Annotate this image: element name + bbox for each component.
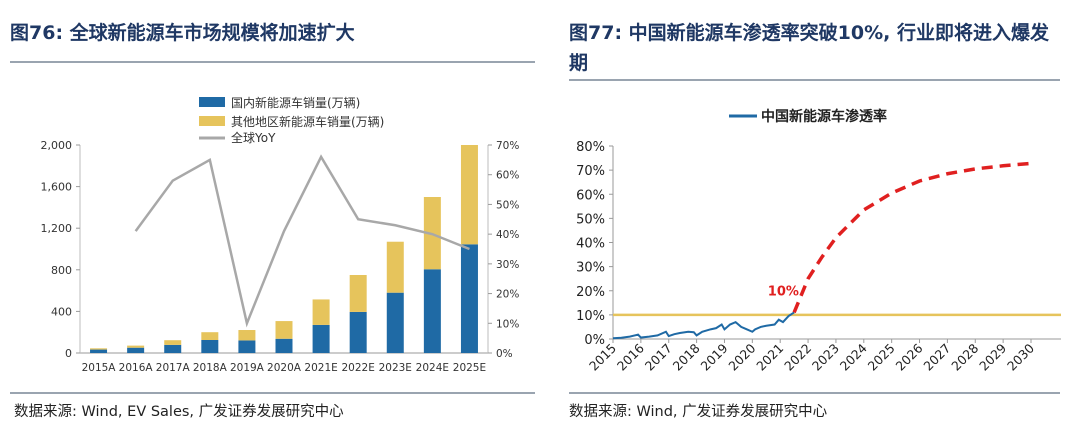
bar-other-2016A (127, 345, 145, 348)
x-tick-label-2015A: 2015A (82, 362, 117, 374)
x-tick-label-2023E: 2023E (379, 362, 412, 374)
bar-other-2017A (164, 340, 182, 345)
left-source-divider (10, 392, 535, 394)
annotation-10pct: 10% (768, 285, 799, 300)
x-tick-label-2025: 2025 (865, 341, 898, 374)
right-data-source: 数据来源: Wind, 广发证券发展研究中心 (569, 404, 828, 420)
bar-domestic-2016A (127, 347, 145, 353)
x-tick-label-2020: 2020 (725, 340, 758, 373)
bar-domestic-2024E (423, 269, 441, 353)
right-y-tick-label: 50% (496, 199, 519, 211)
x-tick-label-2016A: 2016A (119, 362, 154, 374)
x-tick-label-2025E: 2025E (453, 362, 486, 374)
bar-other-2015A (90, 348, 108, 350)
x-tick-label-2028: 2028 (948, 340, 981, 373)
right-y-tick-label: 10% (496, 318, 519, 330)
y-tick-label: 0% (584, 333, 605, 348)
x-tick-label-2027: 2027 (920, 341, 953, 374)
x-tick-label-2030: 2030 (1004, 340, 1037, 373)
left-y-tick-label: 1,200 (41, 222, 73, 235)
series-line-global-yoy (134, 154, 470, 328)
y-tick-label: 20% (576, 285, 605, 300)
right-source-divider (569, 392, 1060, 394)
legend-label-yoy: 全球YoY (231, 130, 276, 145)
left-y-tick-label: 0 (65, 347, 72, 360)
right-figure-panel: 图77: 中国新能源车渗透率突破10%, 行业即将进入爆发期 0% 10% 20% 3… (551, 0, 1080, 433)
x-tick-label-2022: 2022 (781, 341, 814, 374)
x-tick-label-2021E: 2021E (304, 362, 337, 374)
bar-domestic-2023E (386, 292, 404, 353)
right-title-divider (569, 79, 1060, 81)
left-y-tick-label: 800 (51, 264, 72, 277)
left-data-source: 数据来源: Wind, EV Sales, 广发证券发展研究中心 (14, 404, 344, 420)
left-y-tick-label: 400 (51, 305, 72, 318)
bar-other-2023E (386, 241, 404, 293)
right-y-tick-label: 20% (496, 289, 519, 301)
bar-domestic-2015A (90, 349, 108, 353)
right-y-tick-label: 0% (496, 348, 513, 360)
y-tick-label: 70% (576, 164, 605, 179)
bar-domestic-2020A (275, 338, 293, 353)
bar-domestic-2018A (201, 340, 219, 353)
bar-domestic-2019A (238, 340, 256, 353)
x-tick-label-2021: 2021 (753, 341, 786, 374)
right-y-tick-label: 70% (496, 140, 519, 152)
x-tick-label-2029: 2029 (976, 340, 1009, 373)
bar-other-2020A (275, 321, 293, 339)
bar-other-2018A (201, 332, 219, 340)
left-title-divider (10, 61, 535, 63)
bar-other-2025E (460, 145, 478, 245)
right-figure-title: 图77: 中国新能源车渗透率突破10%, 行业即将进入爆发期 (569, 22, 1049, 74)
china-ev-penetration-chart: 0%10%20%30%40%50%60%70%80%20152016201720… (576, 108, 1061, 374)
x-tick-label-2022E: 2022E (342, 362, 375, 374)
x-tick-label-2019A: 2019A (230, 362, 265, 374)
x-tick-label-2017: 2017 (642, 341, 675, 374)
bar-other-2021E (312, 299, 330, 325)
legend-swatch-domestic (199, 97, 225, 107)
series-line-actual-penetration (612, 311, 795, 340)
global-ev-sales-chart: 0 400 800 1,200 1,600 2,000 0% 10% 20% 30% 40% 50% 6… (41, 95, 520, 374)
x-tick-label-2026: 2026 (893, 340, 926, 373)
y-tick-label: 60% (576, 188, 605, 203)
left-y-tick-label: 1,600 (41, 181, 73, 194)
right-y-tick-label: 40% (496, 229, 519, 241)
x-tick-label-2018A: 2018A (193, 362, 228, 374)
left-figure-panel: 图76: 全球新能源车市场规模将加速扩大 0 400 800 1,200 1,600 2,… (0, 0, 535, 433)
x-tick-label-2023: 2023 (809, 341, 842, 374)
x-tick-label-2019: 2019 (697, 340, 730, 373)
bar-domestic-2021E (312, 324, 330, 353)
y-tick-label: 30% (576, 261, 605, 276)
legend-label-penetration: 中国新能源车渗透率 (761, 108, 887, 125)
right-y-tick-label: 60% (496, 170, 519, 182)
legend-label-other: 其他地区新能源车销量(万辆) (231, 114, 384, 129)
x-tick-label-2024: 2024 (837, 340, 870, 373)
x-tick-label-2020A: 2020A (267, 362, 302, 374)
right-y-tick-label: 30% (496, 259, 519, 271)
bar-other-2022E (349, 275, 367, 312)
bar-domestic-2017A (164, 344, 182, 353)
x-tick-label-2018: 2018 (670, 340, 703, 373)
y-tick-label: 40% (576, 237, 605, 252)
bar-domestic-2025E (460, 244, 478, 353)
left-y-tick-label: 2,000 (41, 139, 73, 152)
series-line-forecast-penetration (792, 161, 1032, 314)
x-tick-label-2024E: 2024E (416, 362, 449, 374)
y-tick-label: 80% (576, 140, 605, 155)
legend-label-domestic: 国内新能源车销量(万辆) (231, 95, 360, 110)
bar-other-2019A (238, 330, 256, 341)
legend-swatch-other (199, 116, 225, 126)
y-tick-label: 50% (576, 212, 605, 227)
y-tick-label: 10% (576, 309, 605, 324)
x-tick-label-2016: 2016 (614, 340, 647, 373)
x-tick-label-2017A: 2017A (156, 362, 191, 374)
left-figure-title: 图76: 全球新能源车市场规模将加速扩大 (10, 22, 355, 44)
bar-domestic-2022E (349, 311, 367, 353)
